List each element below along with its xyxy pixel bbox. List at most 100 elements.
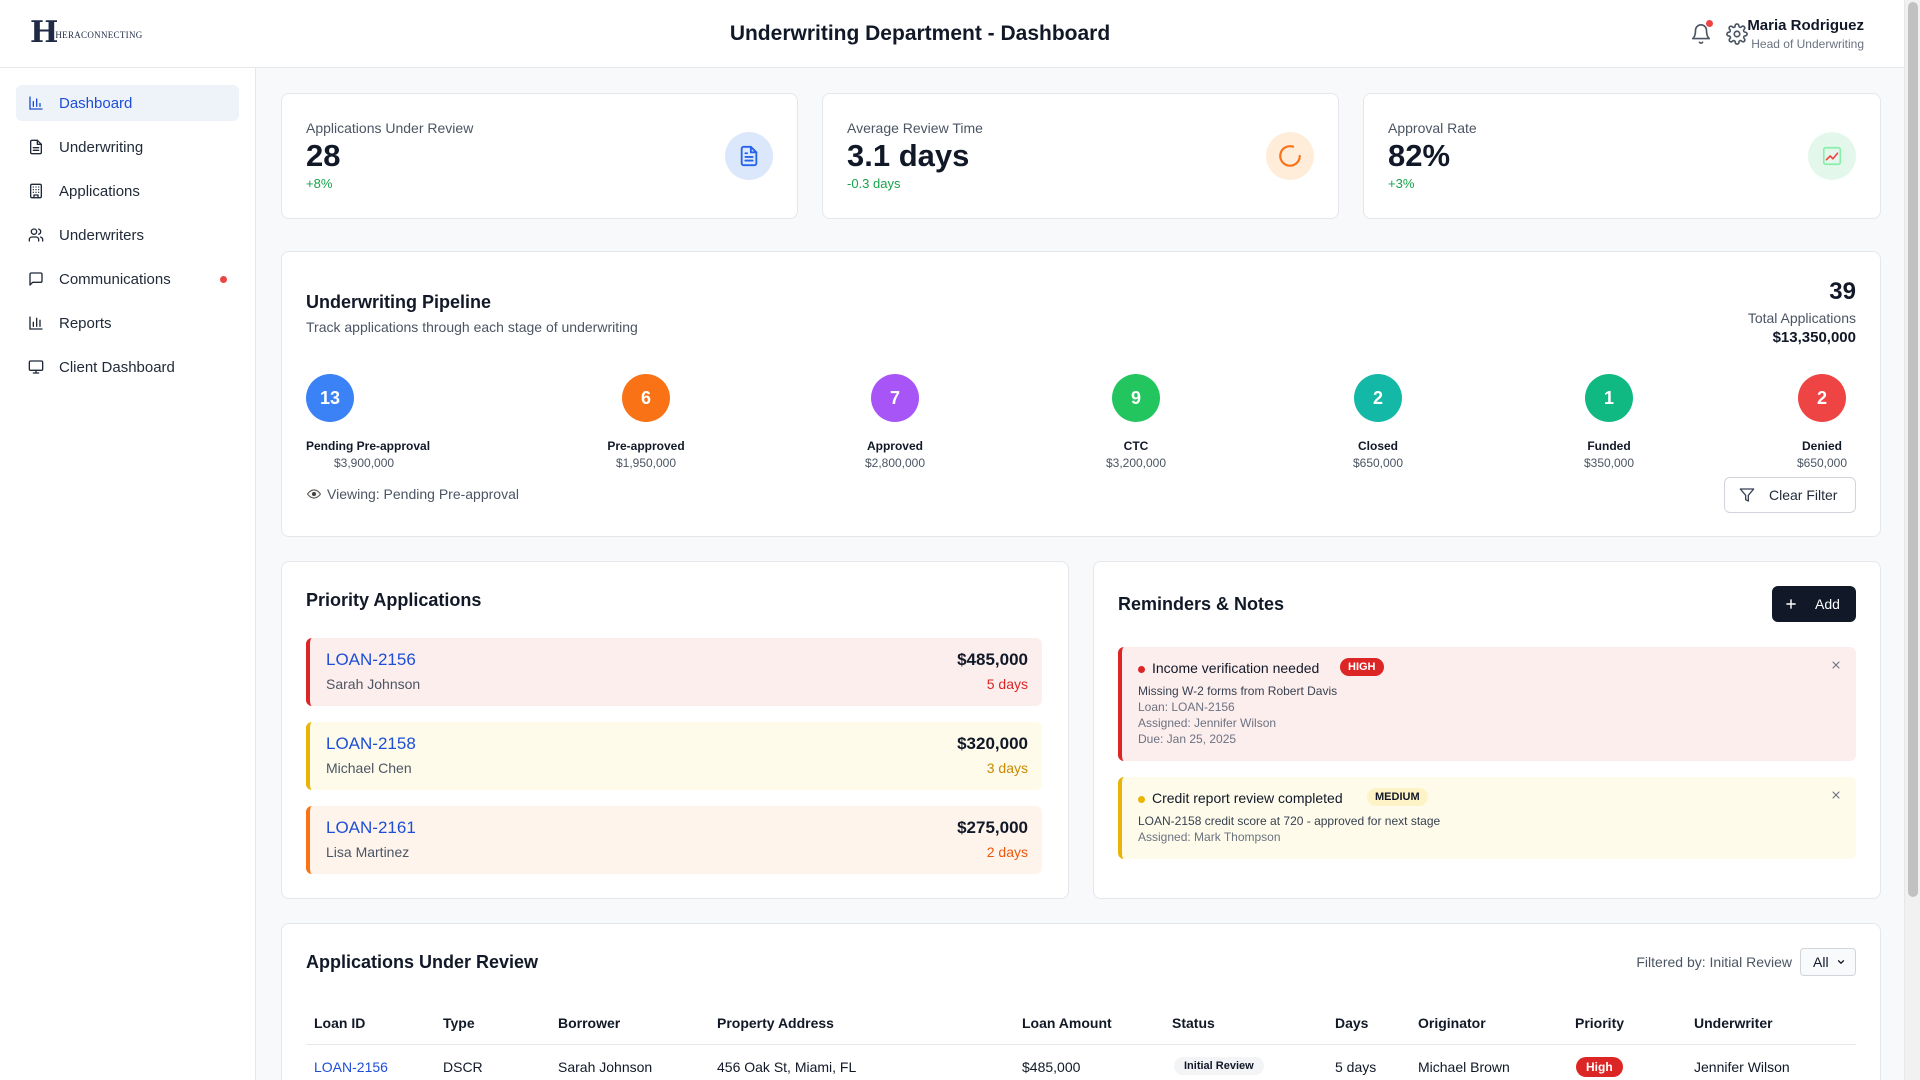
reminder-item[interactable]: Credit report review completed MEDIUM LO… [1118, 777, 1856, 859]
sidebar-item-underwriting[interactable]: Underwriting [16, 129, 239, 165]
column-header[interactable]: Type [443, 1015, 475, 1031]
pipeline-stage[interactable]: 7 Approved $2,800,000 [845, 374, 945, 470]
add-label: Add [1815, 596, 1840, 612]
loan-id-link[interactable]: LOAN-2158 [326, 734, 416, 753]
notification-dot [1706, 20, 1713, 27]
days-count: 3 days [986, 760, 1028, 776]
underwriter: Jennifer Wilson [1694, 1059, 1790, 1075]
stat-label: Approval Rate [1388, 120, 1477, 136]
clear-filter-button[interactable]: Clear Filter [1724, 477, 1856, 513]
column-header[interactable]: Property Address [717, 1015, 834, 1031]
sidebar-item-client-dashboard[interactable]: Client Dashboard [16, 349, 239, 385]
gear-icon[interactable] [1726, 23, 1748, 45]
sidebar: Dashboard Underwriting Applications Unde… [0, 68, 256, 1080]
close-icon[interactable] [1830, 789, 1842, 801]
stage-name: Pending Pre-approval [306, 439, 431, 453]
priority-item[interactable]: LOAN-2161 Lisa Martinez $275,000 2 days [306, 806, 1042, 874]
notification-dot [220, 276, 227, 283]
pipeline-stage[interactable]: 1 Funded $350,000 [1559, 374, 1659, 470]
page-scrollbar[interactable] [1904, 0, 1920, 1080]
loan-amount: $275,000 [957, 818, 1028, 837]
stage-name: Pre-approved [607, 439, 685, 453]
days: 5 days [1335, 1059, 1377, 1075]
reminder-due: Due: Jan 25, 2025 [1138, 732, 1237, 746]
filter-select[interactable]: All [1800, 948, 1856, 976]
sidebar-item-label: Communications [59, 270, 171, 288]
loan-amount: $485,000 [1022, 1059, 1081, 1075]
loan-id-link[interactable]: LOAN-2156 [314, 1059, 388, 1075]
sidebar-item-applications[interactable]: Applications [16, 173, 239, 209]
column-header[interactable]: Underwriter [1694, 1015, 1773, 1031]
column-header[interactable]: Priority [1575, 1015, 1625, 1031]
column-header[interactable]: Borrower [558, 1015, 621, 1031]
column-header[interactable]: Loan Amount [1022, 1015, 1112, 1031]
column-header[interactable]: Days [1335, 1015, 1369, 1031]
loan-id-link[interactable]: LOAN-2156 [326, 650, 416, 669]
stage-amount: $650,000 [1796, 456, 1848, 470]
pipeline-stage[interactable]: 9 CTC $3,200,000 [1086, 374, 1186, 470]
loan-amount: $485,000 [957, 650, 1028, 669]
top-header: H HERACONNECTING Underwriting Department… [0, 0, 1904, 68]
sidebar-item-label: Dashboard [59, 94, 133, 112]
header-divider [306, 1044, 1856, 1045]
reminder-title: Income verification needed [1152, 660, 1320, 676]
stage-name: CTC [1123, 439, 1149, 453]
sidebar-item-underwriters[interactable]: Underwriters [16, 217, 239, 253]
reminder-item[interactable]: Income verification needed HIGH Missing … [1118, 647, 1856, 761]
stage-name: Denied [1801, 439, 1842, 453]
document-icon [725, 132, 773, 180]
plus-icon [1786, 599, 1796, 609]
sidebar-item-communications[interactable]: Communications [16, 261, 239, 297]
pipeline-stage[interactable]: 2 Closed $650,000 [1328, 374, 1428, 470]
eye-icon [306, 489, 322, 499]
priority-dot [1138, 796, 1145, 803]
file-icon [30, 139, 42, 155]
stage-count: 6 [622, 374, 670, 422]
total-label: Total Applications [1747, 310, 1856, 326]
pipeline-stage[interactable]: 13 Pending Pre-approval $3,900,000 [306, 374, 431, 470]
priority-item[interactable]: LOAN-2156 Sarah Johnson $485,000 5 days [306, 638, 1042, 706]
stage-count: 2 [1798, 374, 1846, 422]
add-reminder-button[interactable]: Add [1772, 586, 1856, 622]
pipeline-stage[interactable]: 6 Pre-approved $1,950,000 [596, 374, 696, 470]
stat-card-approval-rate: Approval Rate 82% +3% [1363, 93, 1881, 219]
priority-item[interactable]: LOAN-2158 Michael Chen $320,000 3 days [306, 722, 1042, 790]
column-header[interactable]: Originator [1418, 1015, 1486, 1031]
scrollbar-thumb[interactable] [1908, 2, 1918, 897]
pipeline-stage[interactable]: 2 Denied $650,000 [1782, 374, 1862, 470]
stage-name: Approved [866, 439, 923, 453]
column-header[interactable]: Loan ID [314, 1015, 366, 1031]
stat-card-applications: Applications Under Review 28 +8% [281, 93, 798, 219]
loan-id-link[interactable]: LOAN-2161 [326, 818, 416, 837]
bell-icon[interactable] [1690, 23, 1712, 45]
sidebar-item-reports[interactable]: Reports [16, 305, 239, 341]
stage-count: 13 [306, 374, 354, 422]
stage-amount: $2,800,000 [864, 456, 926, 470]
originator: Michael Brown [1418, 1059, 1510, 1075]
loan-type: DSCR [443, 1059, 483, 1075]
building-icon [30, 183, 42, 199]
priority-title: Priority Applications [306, 590, 482, 610]
priority-badge: High [1576, 1057, 1623, 1077]
stat-card-review-time: Average Review Time 3.1 days -0.3 days [822, 93, 1339, 219]
stage-count: 9 [1112, 374, 1160, 422]
close-icon[interactable] [1830, 659, 1842, 671]
stage-amount: $1,950,000 [615, 456, 677, 470]
reminder-title: Credit report review completed [1152, 790, 1343, 806]
company-logo[interactable]: H HERACONNECTING [30, 18, 143, 48]
days-count: 2 days [986, 844, 1028, 860]
logo-letter: H [30, 15, 58, 50]
user-name[interactable]: Maria Rodriguez [1747, 17, 1864, 34]
reminders-card: Reminders & Notes Add Income verificatio… [1093, 561, 1881, 899]
column-header[interactable]: Status [1172, 1015, 1215, 1031]
total-amount: $13,350,000 [1772, 329, 1856, 346]
stage-name: Funded [1587, 439, 1631, 453]
total-count: 39 [1829, 278, 1856, 305]
stat-value: 82% [1388, 138, 1451, 173]
sidebar-item-dashboard[interactable]: Dashboard [16, 85, 239, 121]
borrower: Sarah Johnson [558, 1059, 653, 1075]
bar-chart-icon [29, 316, 43, 330]
stage-count: 7 [871, 374, 919, 422]
stage-name: Closed [1357, 439, 1398, 453]
stage-amount: $650,000 [1352, 456, 1404, 470]
